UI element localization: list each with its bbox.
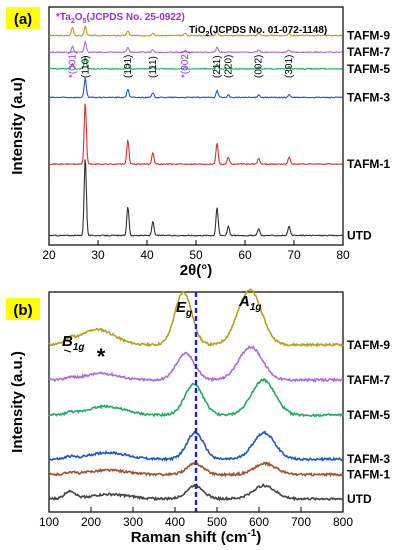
panel-b-xlabel-end: ) [256, 529, 261, 546]
x-tick-label: 600 [249, 515, 269, 529]
panel-a-frame [48, 6, 344, 246]
b1g-pointer [63, 349, 72, 353]
b1g-main: B [62, 333, 73, 350]
panel-a-series-labels: TAFM-9 TAFM-7 TAFM-5 TAFM-3 TAFM-1 UTD [347, 29, 390, 243]
tio2-sub: 2 [205, 31, 209, 38]
series-label-tafm-3: TAFM-3 [347, 452, 390, 466]
peak-label: (211) [212, 55, 223, 78]
raman-curve-tafm-3 [48, 430, 344, 462]
series-label-tafm-9: TAFM-9 [347, 29, 390, 43]
b1g-annotation: B1g [62, 333, 85, 353]
series-label-tafm-5: TAFM-5 [347, 408, 390, 422]
x-tick-label: 400 [165, 515, 185, 529]
panel-a-x-ticks: 20 30 40 50 60 70 80 [42, 240, 350, 262]
panel-b-ylabel: Intensity (a.u.) [9, 351, 26, 453]
series-label-tafm-1: TAFM-1 [347, 468, 390, 482]
a1g-annotation: A1g [238, 293, 262, 313]
panel-a-curves [48, 25, 343, 237]
ta2o5-ta: Ta [60, 12, 71, 23]
series-label-tafm-1: TAFM-1 [347, 157, 390, 171]
x-tick-label: 100 [39, 515, 59, 529]
eg-main: E [176, 299, 187, 316]
xrd-curve-utd [48, 159, 343, 237]
star-annotation: * [97, 344, 106, 369]
xrd-curve-tafm-9 [48, 25, 343, 37]
xrd-curve-tafm-7 [48, 39, 343, 54]
xrd-curve-tafm-3 [48, 76, 343, 99]
ta2o5-o: O [75, 12, 83, 23]
peak-label: *(001) [68, 51, 79, 78]
x-tick-label: 300 [123, 515, 143, 529]
eg-sub: g [185, 308, 192, 319]
series-label-utd: UTD [347, 492, 372, 506]
ta2o5-star: * [56, 12, 60, 23]
panel-b-xlabel-sup: -1 [247, 528, 256, 539]
series-label-tafm-3: TAFM-3 [347, 90, 390, 104]
x-tick-label: 60 [238, 248, 252, 262]
panel-a-label-bg [6, 7, 40, 29]
x-tick-label: 800 [333, 515, 353, 529]
panel-b-series-labels: TAFM-9 TAFM-7 TAFM-5 TAFM-3 TAFM-1 UTD [347, 338, 390, 506]
ta2o5-sub1: 2 [71, 18, 75, 25]
series-label-tafm-9: TAFM-9 [347, 338, 390, 352]
a1g-sub: 1g [250, 302, 262, 313]
x-tick-label: 50 [189, 248, 203, 262]
x-tick-label: 700 [291, 515, 311, 529]
a1g-main: A [238, 293, 250, 310]
peak-label: (301) [284, 55, 295, 78]
b1g-sub: 1g [73, 342, 85, 353]
x-tick-label: 200 [81, 515, 101, 529]
x-tick-label: 80 [336, 248, 350, 262]
panel-a-peak-labels: *(001) (110) (101) (111) *(002) (211) (220) (00… [68, 51, 296, 78]
panel-a: (a) 20 30 40 50 60 70 80 TAFM-9TAFM-7TAFM-5TAF… [6, 6, 390, 279]
panel-b-label: (b) [13, 302, 32, 319]
series-label-tafm-7: TAFM-7 [347, 45, 390, 59]
panel-b-x-ticks: 100 200 300 400 500 600 700 800 [39, 507, 353, 529]
peak-label: (220) [223, 55, 234, 78]
tio2-ref: (JCPDS No. 01-072-1148) [209, 25, 327, 36]
peak-label: (101) [123, 55, 134, 78]
panel-b-xlabel-main: Raman shift (cm [131, 529, 248, 546]
panel-a-label: (a) [14, 11, 32, 28]
ta2o5-sub2: 5 [83, 18, 87, 25]
tio2-legend: TiO2(JCPDS No. 01-072-1148) [189, 25, 327, 38]
panel-a-xlabel: 2θ(°) [180, 262, 212, 279]
peak-label: (002) [254, 55, 265, 78]
x-tick-label: 30 [91, 248, 105, 262]
peak-label: *(002) [180, 51, 191, 78]
ta2o5-legend: *Ta2O5(JCPDS No. 25-0922) [56, 12, 185, 25]
panel-b: (b) 100 200 300 400 500 600 700 800 TAFM-9TAFM-… [6, 287, 390, 546]
eg-annotation: Eg [176, 299, 192, 319]
x-tick-label: 70 [287, 248, 301, 262]
xrd-curve-tafm-5 [49, 55, 343, 71]
panel-b-label-bg [6, 298, 40, 320]
peak-label: (111) [148, 56, 159, 78]
xrd-curve-tafm-1 [49, 103, 343, 166]
tio2-prefix: TiO [189, 25, 206, 36]
x-tick-label: 40 [140, 248, 154, 262]
series-label-tafm-7: TAFM-7 [347, 373, 390, 387]
series-label-tafm-5: TAFM-5 [347, 62, 390, 76]
x-tick-label: 20 [42, 248, 56, 262]
peak-label: (110) [80, 55, 91, 78]
x-tick-label: 500 [207, 515, 227, 529]
panel-a-ylabel: Intensity (a.u) [9, 77, 26, 175]
panel-b-xlabel: Raman shift (cm-1) [131, 528, 262, 546]
ta2o5-ref: (JCPDS No. 25-0922) [86, 12, 184, 23]
series-label-utd: UTD [347, 228, 372, 242]
